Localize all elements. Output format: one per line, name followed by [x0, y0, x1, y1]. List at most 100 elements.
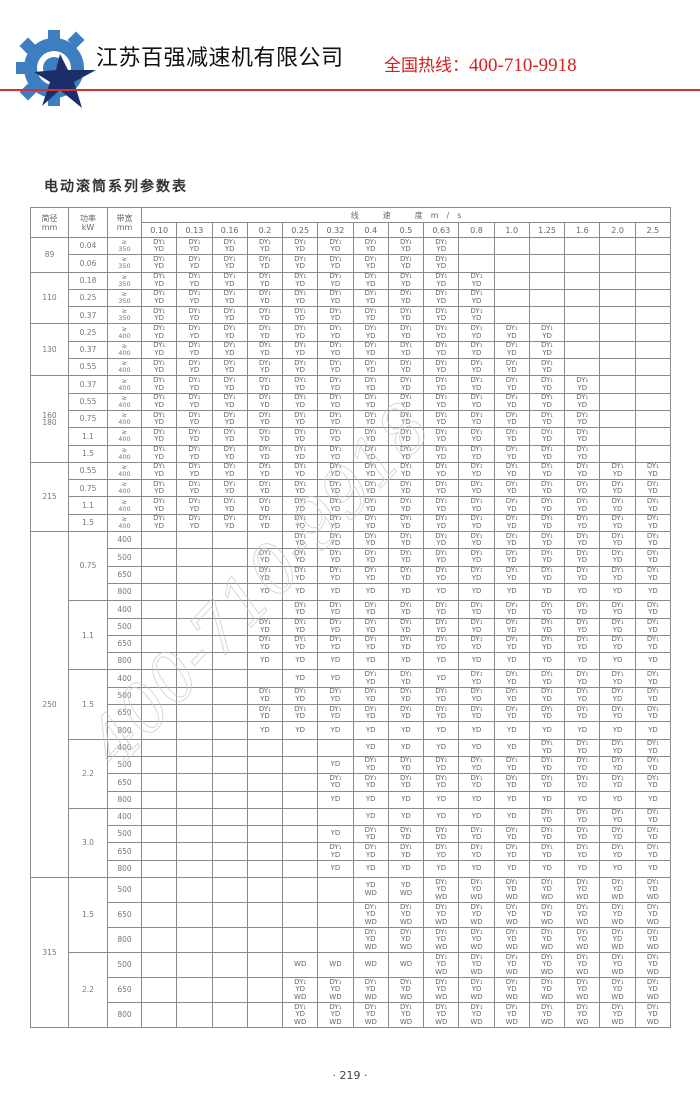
model-cell: DY₁ YD [528, 773, 566, 792]
model-cell: DY₁ YD [282, 254, 319, 273]
speed-header: 0.2 [246, 222, 284, 238]
speed-header-row: 0.10 0.13 0.16 0.2 0.25 0.32 0.4 0.5 0.63 0.8 1.0 1… [31, 222, 672, 238]
model-cell: YD [493, 721, 530, 740]
model-cell: DY₁ YD WD [458, 1001, 495, 1028]
model-cell: DY₁ YD [317, 773, 354, 792]
model-cell [176, 807, 213, 827]
model-cell: DY₁ YD WD [423, 1001, 460, 1028]
model-cell [211, 755, 248, 775]
model-cell: DY₁ YD [528, 600, 566, 619]
model-cell: YD [387, 807, 425, 827]
model-cell: DY₁ YD [282, 686, 319, 706]
model-cell: DY₁ YD [493, 669, 530, 688]
model-cell: YD [493, 859, 530, 878]
model-cell: DY₁ YD [493, 323, 530, 342]
model-cell: DY₁ YD [493, 634, 530, 654]
model-cell: DY₁ YD [387, 444, 425, 463]
model-cell: DY₁ YD [599, 617, 636, 636]
model-cell [140, 807, 178, 827]
model-cell: DY₁ YD [352, 340, 389, 360]
model-cell: DY₁ YD WD [528, 876, 566, 903]
model-cell: DY₁ YD [387, 306, 425, 325]
model-cell: DY₁ YD WD [352, 901, 389, 928]
model-cell: DY₁ YD [176, 306, 213, 325]
speed-header: 0.16 [211, 222, 248, 238]
model-cell: DY₁ YD WD [564, 1001, 601, 1028]
model-cell: DY₁ YD [634, 773, 672, 792]
model-cell [176, 773, 213, 792]
model-cell: DY₁ YD [423, 236, 460, 256]
power-cell: 0.55 [68, 461, 108, 481]
model-cell: DY₁ YD [493, 565, 530, 584]
table-row: 800 YD YD YD YD YD YD YD YD YD YD YD YD [31, 721, 672, 740]
model-cell: DY₁ YD [317, 704, 354, 723]
model-cell: DY₁ YD [423, 773, 460, 792]
model-cell: DY₁ YD [352, 704, 389, 723]
table-row: 0.06 ≥ 350 DY₁ YD DY₁ YD DY₁ YD DY₁ YD DY₁ YD D… [31, 254, 672, 273]
model-cell: DY₁ YD [458, 306, 495, 325]
model-cell: DY₁ YD [140, 340, 178, 360]
model-cell: DY₁ YD [493, 392, 530, 411]
model-cell: DY₁ YD [634, 565, 672, 584]
power-cell: 3.0 [68, 807, 108, 878]
model-cell: YD [317, 721, 354, 740]
table-row: 500 YD DY₁ YD DY₁ YD DY₁ YD DY₁ YD DY₁ YD DY₁ Y… [31, 825, 672, 844]
model-cell: YD [634, 721, 672, 740]
model-cell: DY₁ YD [282, 340, 319, 360]
model-cell: DY₁ YD [246, 306, 284, 325]
model-cell: DY₁ YD [387, 288, 425, 308]
model-cell [176, 901, 213, 928]
model-cell: DY₁ YD [246, 254, 284, 273]
model-cell: DY₁ YD [423, 392, 460, 411]
model-cell: DY₁ YD [282, 288, 319, 308]
header-speed: 线 速 度 m / s [140, 207, 672, 223]
table-row: 800 YD YD YD YD YD YD YD YD YD YD [31, 790, 672, 809]
model-cell [140, 565, 178, 584]
model-cell: DY₁ YD [493, 842, 530, 861]
model-cell: DY₁ YD [528, 323, 566, 342]
model-cell [211, 669, 248, 688]
model-cell: YD [423, 859, 460, 878]
model-cell [599, 306, 636, 325]
header-power: 功率 kW [68, 207, 108, 238]
model-cell [246, 951, 284, 978]
model-cell: DY₁ YD WD [634, 976, 672, 1003]
model-cell: DY₁ YD [634, 738, 672, 757]
model-cell: DY₁ YD [458, 288, 495, 308]
model-cell: DY₁ YD [176, 358, 213, 377]
model-cell [211, 531, 248, 550]
power-cell: 0.37 [68, 375, 108, 394]
power-cell: 1.1 [68, 600, 108, 671]
model-cell: DY₁ YD [317, 340, 354, 360]
model-cell: DY₁ YD [564, 755, 601, 775]
model-cell: DY₁ YD [634, 513, 672, 533]
model-cell [246, 1001, 284, 1028]
model-cell: DY₁ YD [458, 427, 495, 446]
model-cell: DY₁ YD [493, 773, 530, 792]
model-cell: DY₁ YD [140, 323, 178, 342]
model-cell: DY₁ YD [282, 427, 319, 446]
model-cell: DY₁ YD [140, 513, 178, 533]
table-row: 650 DY₁ YD DY₁ YD DY₁ YD DY₁ YD DY₁ YD DY₁ YD D… [31, 842, 672, 861]
model-cell: DY₁ YD [493, 600, 530, 619]
model-cell [211, 807, 248, 827]
model-cell: DY₁ YD [317, 288, 354, 308]
model-cell: DY₁ YD WD [317, 1001, 354, 1028]
model-cell: DY₁ YD WD [564, 976, 601, 1003]
model-cell: YD [352, 807, 389, 827]
model-cell: DY₁ YD [634, 807, 672, 827]
model-cell: YD [458, 790, 495, 809]
model-cell [246, 876, 284, 903]
model-cell: DY₁ YD [176, 461, 213, 481]
model-cell: DY₁ YD [599, 773, 636, 792]
model-cell: DY₁ YD [140, 358, 178, 377]
model-cell: DY₁ YD [352, 358, 389, 377]
model-cell: DY₁ YD [387, 634, 425, 654]
model-cell [528, 254, 566, 273]
model-cell [211, 842, 248, 861]
model-cell [140, 859, 178, 878]
model-cell: DY₁ YD [246, 288, 284, 308]
model-cell: DY₁ YD [528, 807, 566, 827]
model-cell [599, 288, 636, 308]
model-cell: DY₁ YD [317, 617, 354, 636]
